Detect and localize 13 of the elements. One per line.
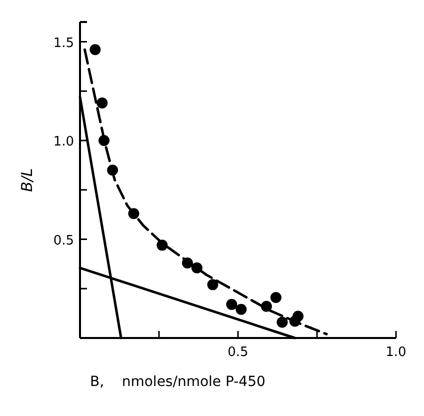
point bbox=[236, 304, 247, 315]
point bbox=[207, 279, 218, 290]
point bbox=[226, 298, 238, 310]
point bbox=[90, 44, 101, 56]
point bbox=[270, 292, 282, 304]
y-axis-title: B/L bbox=[18, 168, 36, 192]
x-axis-title: B, nmoles/nmole P-450 bbox=[90, 374, 266, 390]
y-tick-label: 0.5 bbox=[53, 233, 74, 248]
y-tick-label: 1.5 bbox=[53, 36, 74, 51]
point bbox=[96, 97, 108, 108]
point bbox=[292, 310, 304, 322]
y-tick-label: 1.0 bbox=[53, 134, 74, 150]
point bbox=[276, 316, 288, 328]
